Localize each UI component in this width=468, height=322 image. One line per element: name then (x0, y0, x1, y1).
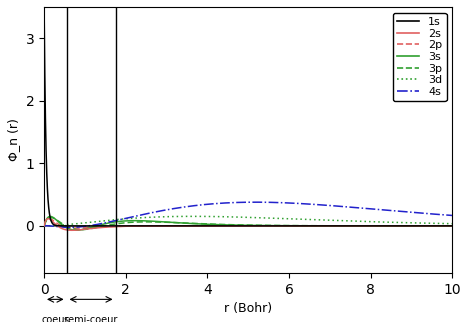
2p (377, 224, 383, 228)
Line: 3s: 3s (44, 216, 452, 230)
3d (197, 214, 203, 218)
3d (377, 220, 382, 224)
Text: coeur: coeur (42, 315, 69, 322)
1s (286, 224, 292, 228)
3d (286, 217, 292, 221)
3p (346, 224, 351, 228)
Legend: 1s, 2s, 2p, 3s, 3p, 3d, 4s: 1s, 2s, 2p, 3s, 3p, 3d, 4s (393, 13, 446, 101)
4s (286, 201, 292, 205)
1s (41, 7, 47, 11)
2s (41, 224, 47, 228)
3s (377, 224, 383, 228)
2p (73, 226, 79, 230)
1s (377, 224, 382, 228)
Line: 2p: 2p (44, 218, 452, 228)
2p (346, 224, 351, 228)
3p (48, 215, 54, 219)
3p (116, 222, 121, 225)
4s (41, 224, 47, 228)
Line: 2s: 2s (44, 219, 452, 230)
1s (346, 224, 351, 228)
3s (197, 222, 203, 226)
1s (197, 224, 203, 228)
2p (46, 216, 51, 220)
2s (286, 224, 292, 228)
3p (449, 224, 455, 228)
3d (41, 224, 47, 228)
Y-axis label: Φ_n (r): Φ_n (r) (7, 118, 20, 161)
4s (197, 203, 203, 207)
4s (346, 205, 351, 209)
3d (116, 217, 121, 221)
2s (69, 228, 75, 232)
4s (377, 208, 383, 212)
Line: 3d: 3d (44, 216, 452, 226)
2s (116, 224, 121, 228)
2s (346, 224, 351, 228)
Line: 4s: 4s (44, 202, 452, 227)
2s (45, 217, 51, 221)
4s (116, 218, 121, 222)
3s (41, 224, 47, 228)
3s (286, 224, 292, 228)
Text: semi-coeur: semi-coeur (64, 315, 118, 322)
3p (197, 222, 203, 226)
4s (253, 200, 258, 204)
3s (47, 214, 53, 218)
3p (78, 228, 83, 232)
3s (346, 224, 351, 228)
2s (197, 224, 203, 228)
3s (73, 228, 79, 232)
3d (307, 218, 313, 222)
2p (449, 224, 455, 228)
3p (286, 224, 292, 228)
2p (197, 224, 203, 228)
2s (377, 224, 383, 228)
X-axis label: r (Bohr): r (Bohr) (224, 302, 272, 315)
Line: 1s: 1s (44, 9, 452, 226)
3s (116, 220, 121, 223)
2p (307, 224, 313, 228)
1s (307, 224, 312, 228)
2p (41, 224, 47, 228)
3p (41, 224, 47, 228)
3d (449, 222, 455, 226)
3s (449, 224, 455, 228)
3d (346, 219, 351, 223)
1s (116, 224, 121, 228)
2s (449, 224, 455, 228)
3p (377, 224, 383, 228)
4s (449, 213, 455, 217)
2p (116, 224, 121, 228)
3s (307, 224, 313, 228)
3d (190, 214, 195, 218)
2s (307, 224, 313, 228)
4s (67, 225, 73, 229)
1s (449, 224, 455, 228)
3p (307, 224, 313, 228)
4s (307, 202, 313, 206)
Line: 3p: 3p (44, 217, 452, 230)
2p (286, 224, 292, 228)
